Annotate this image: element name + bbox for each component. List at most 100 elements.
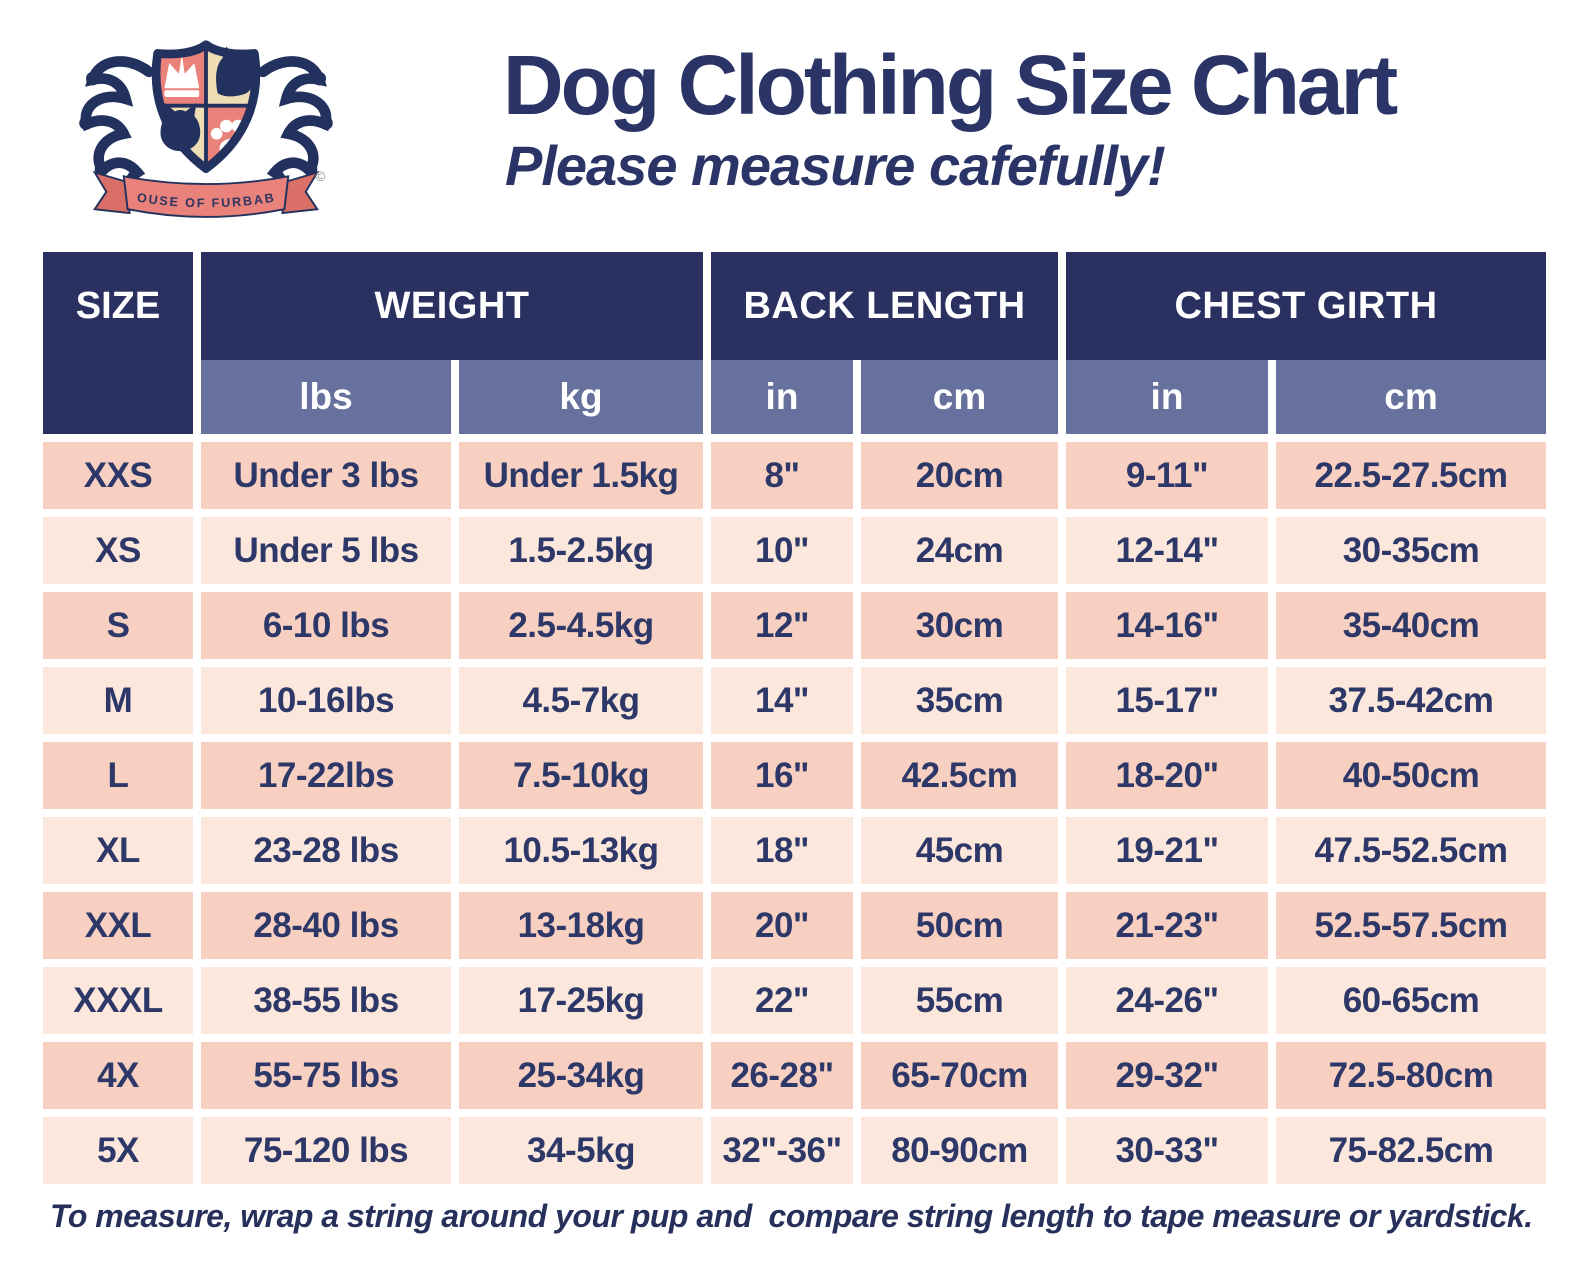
back-cm-cell: 65-70cm <box>861 1042 1058 1109</box>
weight-lbs-cell: 75-120 lbs <box>201 1117 451 1184</box>
back-in-cell: 26-28" <box>711 1042 853 1109</box>
chest-in-cell: 21-23" <box>1066 892 1268 959</box>
house-of-furbaby-logo: HOUSE OF FURBABY © <box>56 20 356 218</box>
back-in-cell: 14" <box>711 667 853 734</box>
chest-cm-cell: 47.5-52.5cm <box>1276 817 1546 884</box>
masthead: Dog Clothing Size Chart Please measure c… <box>503 38 1398 198</box>
chest-in-cell: 30-33" <box>1066 1117 1268 1184</box>
column-group-back-length: BACK LENGTH in cm <box>711 252 1058 434</box>
back-in-cell: 16" <box>711 742 853 809</box>
size-cell: XXS <box>43 442 193 509</box>
weight-lbs-cell: 28-40 lbs <box>201 892 451 959</box>
subheader-weight-lbs: lbs <box>201 360 451 434</box>
measuring-instructions: To measure, wrap a string around your pu… <box>50 1198 1533 1234</box>
chest-in-cell: 19-21" <box>1066 817 1268 884</box>
weight-kg-cell: Under 1.5kg <box>459 442 703 509</box>
weight-lbs-cell: 17-22lbs <box>201 742 451 809</box>
back-cm-cell: 35cm <box>861 667 1058 734</box>
column-header-size: SIZE <box>43 252 193 434</box>
weight-kg-cell: 13-18kg <box>459 892 703 959</box>
copyright-symbol: © <box>315 169 325 184</box>
shield-border <box>151 40 261 173</box>
table-row-xxl: XXL 28-40 lbs 13-18kg 20" 50cm 21-23" 52… <box>43 892 1546 959</box>
chest-cm-cell: 52.5-57.5cm <box>1276 892 1546 959</box>
chest-in-cell: 24-26" <box>1066 967 1268 1034</box>
table-header: SIZE WEIGHT lbs kg BACK LENGTH in cm CHE… <box>43 252 1546 434</box>
subheader-weight-kg: kg <box>459 360 703 434</box>
chest-cm-cell: 72.5-80cm <box>1276 1042 1546 1109</box>
weight-lbs-cell: Under 5 lbs <box>201 517 451 584</box>
chest-cm-cell: 35-40cm <box>1276 592 1546 659</box>
table-row-5x: 5X 75-120 lbs 34-5kg 32"-36" 80-90cm 30-… <box>43 1117 1546 1184</box>
back-in-cell: 12" <box>711 592 853 659</box>
weight-kg-cell: 17-25kg <box>459 967 703 1034</box>
size-cell: L <box>43 742 193 809</box>
back-in-cell: 22" <box>711 967 853 1034</box>
chest-cm-cell: 37.5-42cm <box>1276 667 1546 734</box>
back-in-cell: 18" <box>711 817 853 884</box>
size-cell: XXL <box>43 892 193 959</box>
chest-in-cell: 12-14" <box>1066 517 1268 584</box>
weight-kg-cell: 34-5kg <box>459 1117 703 1184</box>
subheader-chest-in: in <box>1066 360 1268 434</box>
back-cm-cell: 80-90cm <box>861 1117 1058 1184</box>
chest-in-cell: 29-32" <box>1066 1042 1268 1109</box>
table-row-xxs: XXS Under 3 lbs Under 1.5kg 8" 20cm 9-11… <box>43 442 1546 509</box>
size-cell: XS <box>43 517 193 584</box>
chest-in-cell: 18-20" <box>1066 742 1268 809</box>
subheader-back-cm: cm <box>861 360 1058 434</box>
back-cm-cell: 30cm <box>861 592 1058 659</box>
size-cell: 4X <box>43 1042 193 1109</box>
page-subtitle: Please measure cafefully! <box>505 133 1166 197</box>
table-row-xs: XS Under 5 lbs 1.5-2.5kg 10" 24cm 12-14"… <box>43 517 1546 584</box>
subheader-chest-cm: cm <box>1276 360 1546 434</box>
weight-kg-cell: 25-34kg <box>459 1042 703 1109</box>
column-header-back-length: BACK LENGTH <box>711 252 1058 360</box>
size-cell: M <box>43 667 193 734</box>
back-in-cell: 32"-36" <box>711 1117 853 1184</box>
cat-icon <box>160 102 201 152</box>
weight-lbs-cell: 38-55 lbs <box>201 967 451 1034</box>
weight-kg-cell: 1.5-2.5kg <box>459 517 703 584</box>
chest-cm-cell: 30-35cm <box>1276 517 1546 584</box>
chest-cm-cell: 60-65cm <box>1276 967 1546 1034</box>
chest-cm-cell: 22.5-27.5cm <box>1276 442 1546 509</box>
column-header-chest-girth: CHEST GIRTH <box>1066 252 1546 360</box>
page-title: Dog Clothing Size Chart <box>503 38 1398 132</box>
weight-kg-cell: 7.5-10kg <box>459 742 703 809</box>
subheader-back-in: in <box>711 360 853 434</box>
back-cm-cell: 50cm <box>861 892 1058 959</box>
weight-lbs-cell: Under 3 lbs <box>201 442 451 509</box>
weight-lbs-cell: 23-28 lbs <box>201 817 451 884</box>
weight-kg-cell: 4.5-7kg <box>459 667 703 734</box>
crown-icon <box>164 54 200 97</box>
back-in-cell: 10" <box>711 517 853 584</box>
table-row-xl: XL 23-28 lbs 10.5-13kg 18" 45cm 19-21" 4… <box>43 817 1546 884</box>
back-in-cell: 20" <box>711 892 853 959</box>
size-cell: S <box>43 592 193 659</box>
chest-cm-cell: 40-50cm <box>1276 742 1546 809</box>
table-row-l: L 17-22lbs 7.5-10kg 16" 42.5cm 18-20" 40… <box>43 742 1546 809</box>
back-cm-cell: 20cm <box>861 442 1058 509</box>
chest-in-cell: 9-11" <box>1066 442 1268 509</box>
size-cell: XL <box>43 817 193 884</box>
back-cm-cell: 24cm <box>861 517 1058 584</box>
back-in-cell: 8" <box>711 442 853 509</box>
back-cm-cell: 55cm <box>861 967 1058 1034</box>
weight-lbs-cell: 55-75 lbs <box>201 1042 451 1109</box>
chest-in-cell: 15-17" <box>1066 667 1268 734</box>
chest-cm-cell: 75-82.5cm <box>1276 1117 1546 1184</box>
chest-in-cell: 14-16" <box>1066 592 1268 659</box>
dog-icon <box>216 46 256 97</box>
column-header-weight: WEIGHT <box>201 252 703 360</box>
table-row-xxxl: XXXL 38-55 lbs 17-25kg 22" 55cm 24-26" 6… <box>43 967 1546 1034</box>
weight-kg-cell: 10.5-13kg <box>459 817 703 884</box>
weight-lbs-cell: 10-16lbs <box>201 667 451 734</box>
back-cm-cell: 42.5cm <box>861 742 1058 809</box>
size-cell: XXXL <box>43 967 193 1034</box>
column-group-weight: WEIGHT lbs kg <box>201 252 703 434</box>
column-group-chest-girth: CHEST GIRTH in cm <box>1066 252 1546 434</box>
size-cell: 5X <box>43 1117 193 1184</box>
table-row-s: S 6-10 lbs 2.5-4.5kg 12" 30cm 14-16" 35-… <box>43 592 1546 659</box>
